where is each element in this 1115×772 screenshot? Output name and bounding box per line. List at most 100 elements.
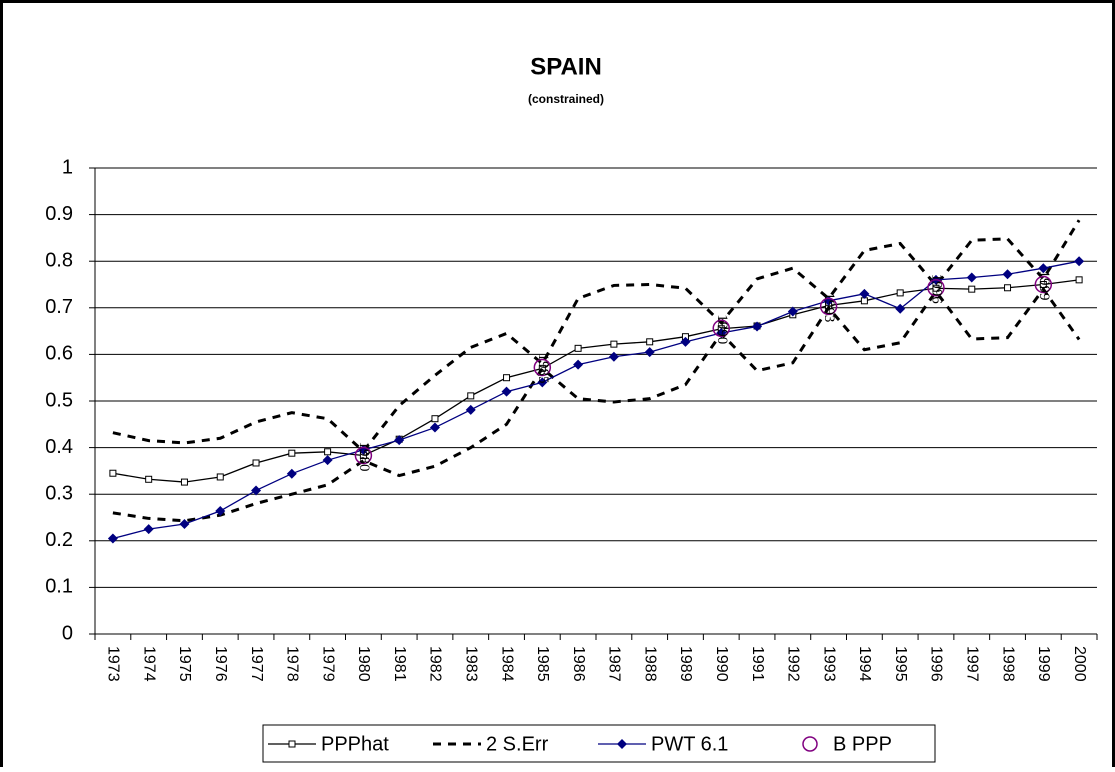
chart-title: SPAIN [530,53,602,80]
point-marker [324,448,332,456]
x-tick-label: 1997 [964,646,981,682]
x-tick-label: 1992 [785,646,802,682]
chart-subtitle: (constrained) [528,92,604,106]
x-tick-label: 1983 [463,646,480,682]
point-label: 1996 [929,274,945,305]
point-marker [895,303,906,314]
point-marker [215,505,226,516]
point-marker [503,374,511,382]
x-tick-label: 1996 [928,646,945,682]
legend-marker [802,736,818,752]
point-marker [712,319,730,338]
point-marker [109,469,117,477]
x-tick-label: 1991 [749,646,766,682]
point-marker [394,435,405,446]
legend-box [262,724,936,763]
point-marker [752,321,763,332]
legend: PPPhat 2 S.Err PWT 6.1 B PPP [262,724,936,763]
x-tick-label: 1984 [498,646,515,682]
x-tick-label: 1986 [570,646,587,682]
x-tick-label: 1985 [534,646,551,682]
series-line [112,219,1081,454]
point-marker [286,468,297,479]
series-line [112,260,1080,540]
legend-label: PPPhat [321,733,389,755]
point-marker [145,475,153,483]
point-marker [646,338,654,346]
y-tick-label: 1 [62,156,73,178]
point-marker [574,344,582,352]
point-marker [501,386,512,397]
point-marker [143,524,154,535]
point-marker [932,284,940,292]
x-tick-label: 2000 [1071,646,1088,682]
x-tick-label: 1980 [355,646,372,682]
x-tick-label: 1979 [319,646,336,682]
point-marker [966,272,977,283]
x-tick-label: 1977 [248,646,265,682]
point-marker [1038,263,1049,274]
point-marker [896,289,904,297]
point-marker [288,449,296,457]
point-marker [179,519,190,530]
point-label: 1985 [535,353,551,383]
x-tick-label: 1978 [284,646,301,682]
point-marker [252,459,260,467]
point-marker [859,288,870,299]
y-tick-label: 0.6 [45,343,73,365]
point-marker [1075,276,1083,284]
point-marker [968,285,976,293]
legend-marker [617,739,627,749]
x-tick-label: 1975 [176,646,193,682]
point-marker [251,485,262,496]
point-label: 1980 [356,442,372,472]
point-marker [465,404,476,415]
series-line [112,279,1080,483]
y-tick-label: 0.3 [45,482,73,504]
y-tick-label: 0.7 [45,296,73,318]
legend-label: B PPP [833,733,892,755]
x-tick-label: 1999 [1035,646,1052,682]
point-marker [1034,275,1053,294]
point-marker [537,377,548,388]
x-tick-label: 1993 [820,646,837,682]
point-marker [680,336,691,347]
point-marker [787,306,798,317]
point-marker [533,358,552,377]
legend-label: PWT 6.1 [651,733,728,755]
y-tick-label: 0.5 [45,389,73,411]
point-marker [538,364,546,372]
y-tick-label: 0.8 [45,249,73,271]
point-marker [180,478,188,486]
legend-label: 2 S.Err [486,733,549,755]
x-tick-label: 1990 [713,646,730,682]
x-tick-label: 1994 [856,646,873,682]
x-tick-label: 1976 [212,646,229,682]
point-marker [429,422,440,433]
x-tick-label: 1988 [641,646,658,682]
point-marker [216,473,224,481]
point-label: 1999 [1036,271,1052,301]
point-marker [322,455,333,466]
point-marker [610,340,618,348]
x-tick-label: 1995 [892,646,909,682]
point-marker [927,279,945,297]
point-marker [467,392,475,400]
point-marker [573,359,584,370]
point-marker [608,351,619,362]
point-marker [819,297,838,316]
point-marker [1074,256,1085,267]
legend-marker [288,740,296,748]
x-tick-label: 1998 [999,646,1016,682]
point-marker [1002,269,1013,280]
point-marker [644,347,655,358]
y-tick-label: 0 [62,622,73,644]
y-tick-label: 0.4 [45,436,73,458]
y-tick-label: 0.2 [45,529,73,551]
x-tick-label: 1987 [606,646,623,682]
x-tick-label: 1981 [391,646,408,682]
point-marker [1004,284,1012,292]
